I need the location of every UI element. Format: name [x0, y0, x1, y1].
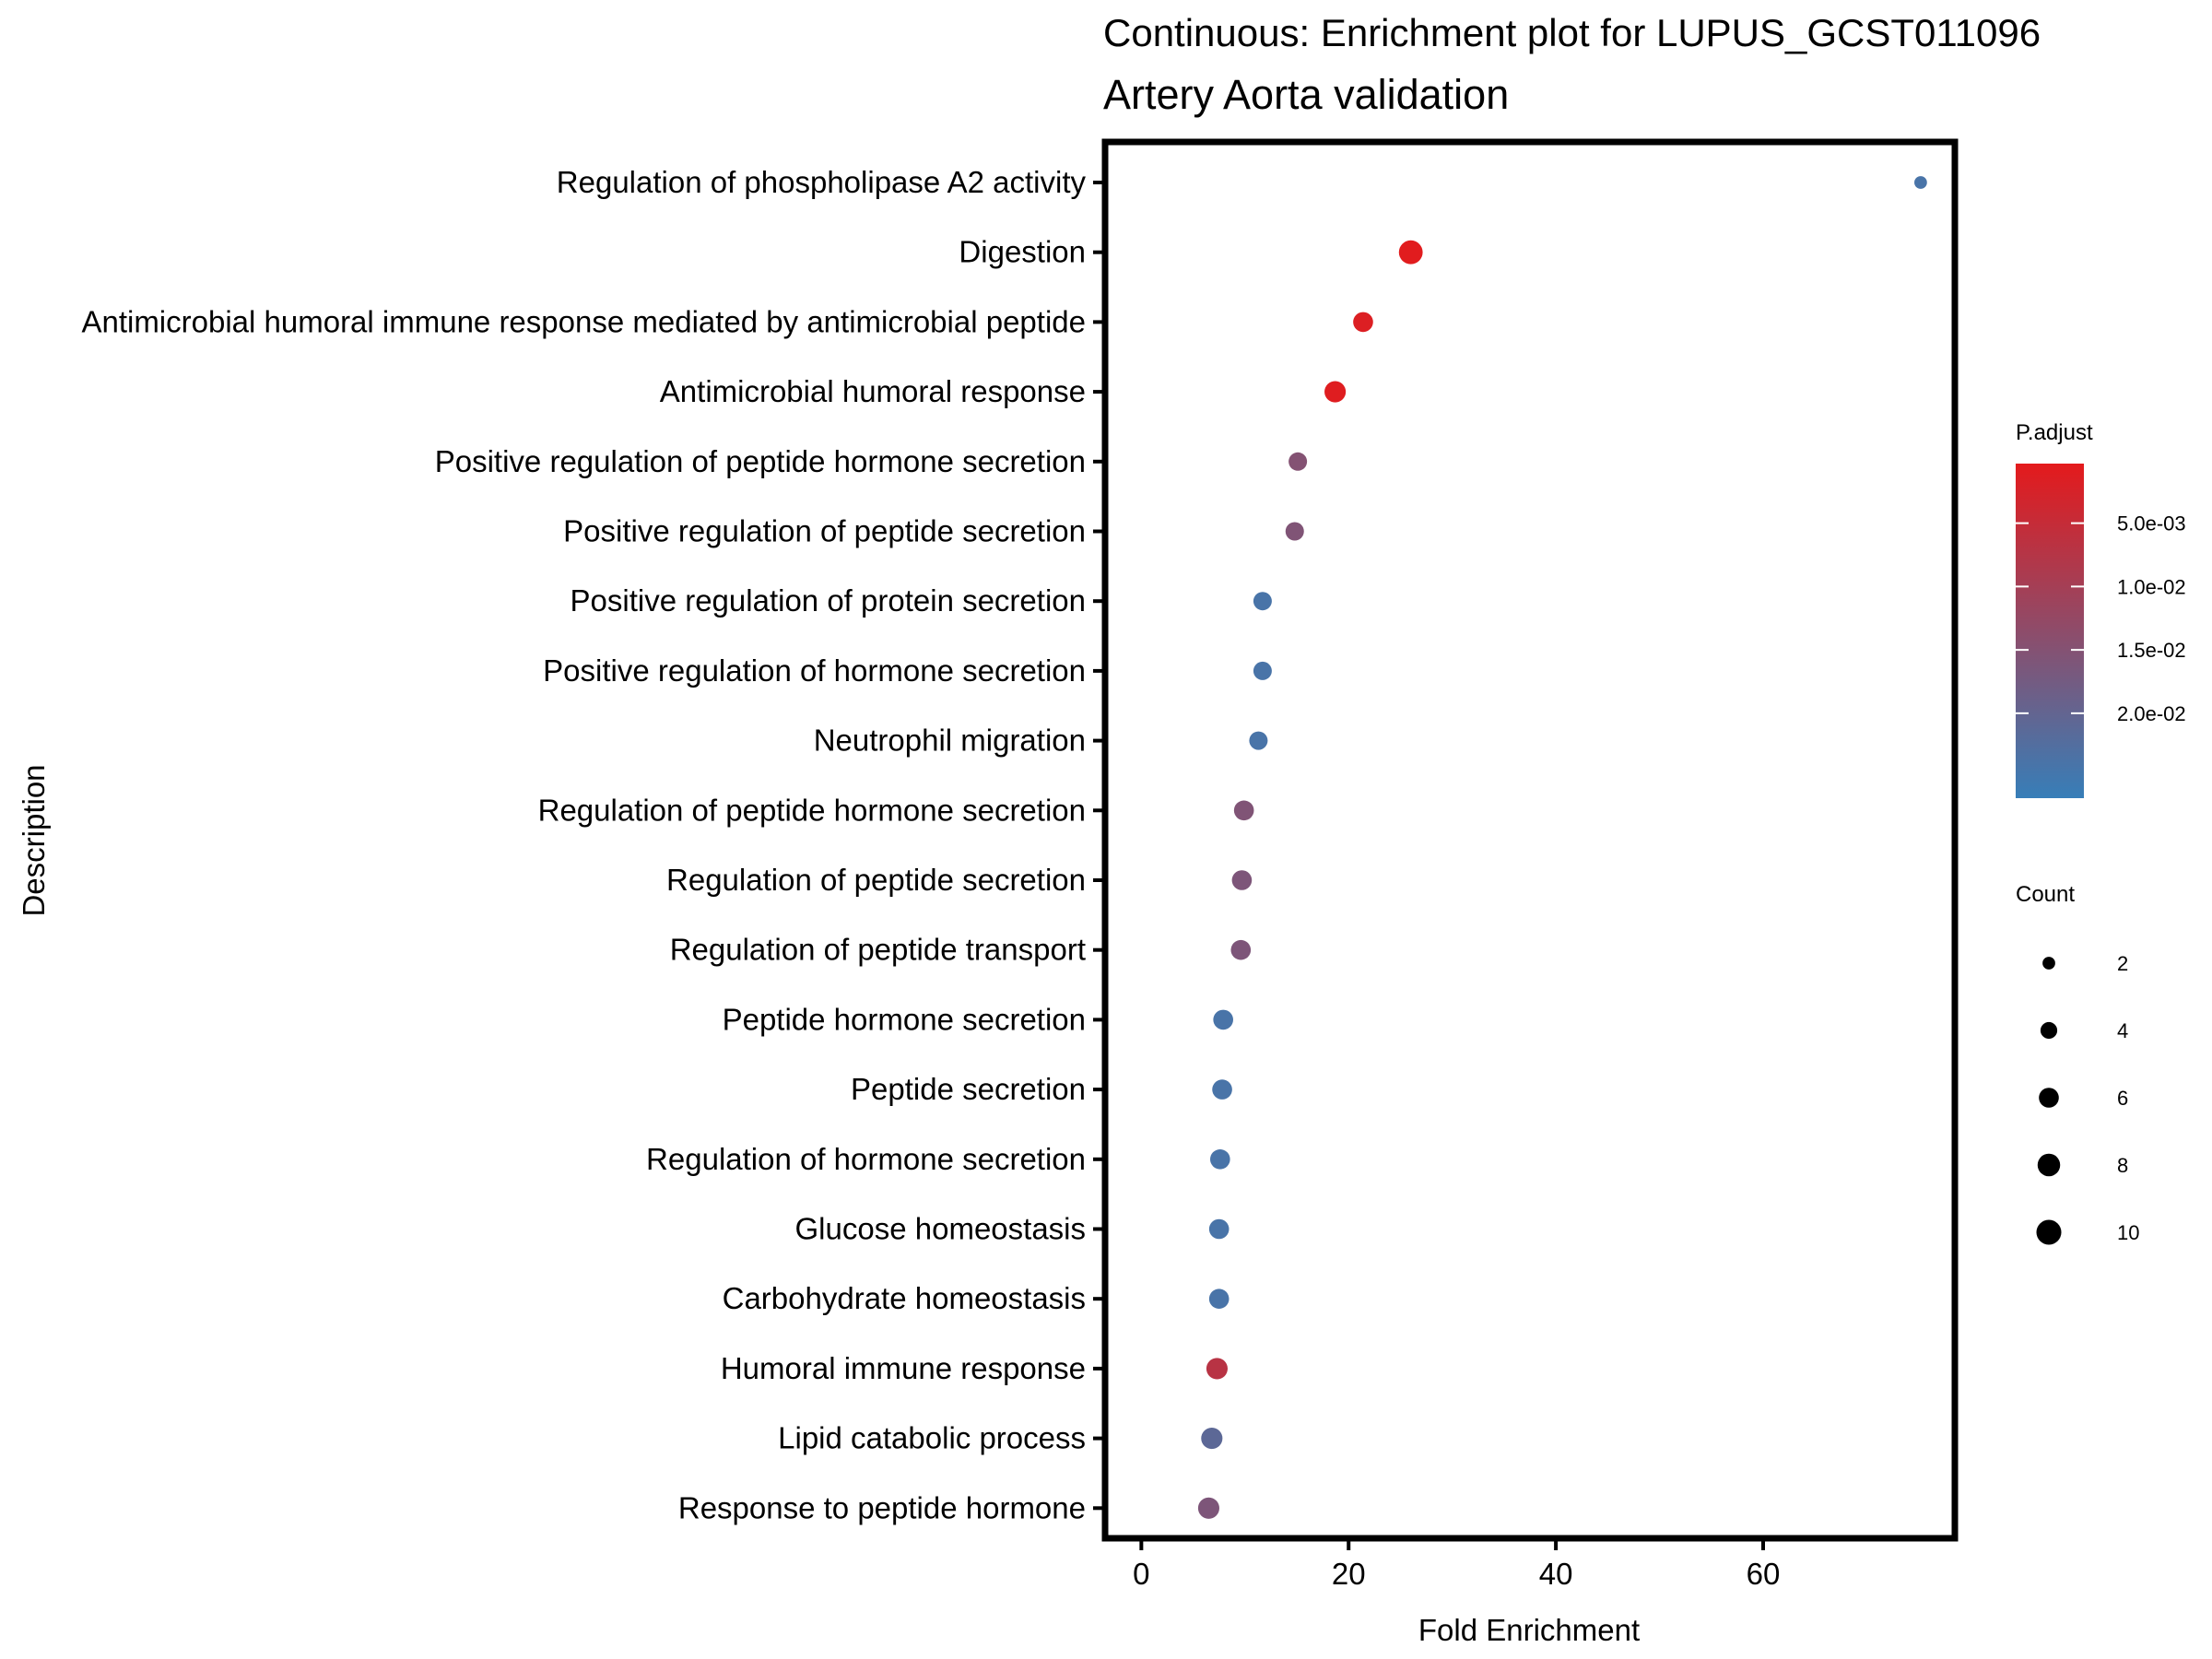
x-tick-label: 20 [1332, 1557, 1366, 1591]
data-points [1197, 176, 1927, 1519]
y-axis-title: Description [17, 764, 51, 916]
colorbar-tick-label: 5.0e-03 [2117, 512, 2186, 535]
chart-title: Continuous: Enrichment plot for LUPUS_GC… [1103, 11, 2041, 54]
data-point [1285, 522, 1304, 541]
y-tick-label: Positive regulation of peptide hormone s… [435, 444, 1086, 478]
y-tick-label: Positive regulation of protein secretion [571, 583, 1087, 618]
x-axis: 0 20 40 60 [1133, 1538, 1780, 1591]
plot-panel-border [1101, 138, 1959, 1542]
data-point [1213, 1009, 1233, 1030]
count-legend-label: 10 [2117, 1221, 2139, 1244]
count-legend-label: 6 [2117, 1087, 2128, 1110]
y-tick-label: Antimicrobial humoral response [660, 374, 1086, 408]
data-point [1324, 381, 1347, 403]
count-legend-key [2039, 1088, 2059, 1108]
x-tick-label: 40 [1539, 1557, 1573, 1591]
data-point [1208, 1288, 1230, 1310]
count-legend-key [2037, 1153, 2061, 1177]
x-tick-label: 0 [1133, 1557, 1149, 1591]
y-tick-label: Positive regulation of hormone secretion [543, 653, 1086, 688]
data-point [1212, 1079, 1232, 1100]
data-point [1209, 1148, 1230, 1170]
count-legend-title: Count [2016, 882, 2075, 907]
data-point [1201, 1428, 1223, 1450]
y-axis-labels: Regulation of phospholipase A2 activity D… [81, 165, 1086, 1524]
count-legend-keys: 2 4 6 8 10 [2036, 952, 2139, 1245]
p-adjust-colorbar [2016, 464, 2084, 798]
colorbar-tick-label: 2.0e-02 [2117, 702, 2186, 725]
y-tick-label: Positive regulation of peptide secretion [563, 514, 1086, 548]
count-legend-label: 2 [2117, 952, 2128, 975]
y-tick-label: Humoral immune response [721, 1351, 1086, 1385]
data-point [1206, 1358, 1228, 1380]
y-tick-label: Regulation of peptide transport [670, 933, 1086, 967]
data-point [1253, 592, 1272, 611]
y-tick-label: Antimicrobial humoral immune response me… [81, 304, 1086, 338]
colorbar-tick-label: 1.5e-02 [2117, 639, 2186, 662]
y-tick-label: Peptide hormone secretion [723, 1002, 1086, 1036]
y-tick-label: Peptide secretion [851, 1072, 1086, 1106]
y-tick-label: Glucose homeostasis [795, 1212, 1086, 1246]
y-tick-label: Regulation of hormone secretion [646, 1142, 1086, 1176]
data-point [1398, 240, 1423, 265]
data-point [1249, 731, 1268, 750]
y-tick-label: Regulation of peptide secretion [666, 863, 1086, 897]
p-adjust-legend: P.adjust 5.0e-03 1.0e-02 1.5e-02 2.0e-02 [2016, 420, 2186, 798]
data-point [1914, 176, 1927, 189]
data-point [1231, 870, 1253, 890]
y-tick-label: Response to peptide hormone [678, 1490, 1086, 1524]
count-legend-label: 4 [2117, 1019, 2128, 1042]
y-tick-label: Carbohydrate homeostasis [723, 1281, 1086, 1315]
data-point [1288, 452, 1308, 471]
data-point [1230, 939, 1252, 960]
data-point [1353, 312, 1373, 333]
y-tick-label: Regulation of peptide hormone secretion [538, 793, 1086, 827]
p-adjust-legend-ticks: 5.0e-03 1.0e-02 1.5e-02 2.0e-02 [2016, 512, 2186, 725]
x-axis-title: Fold Enrichment [1418, 1613, 1640, 1647]
count-legend-key [2040, 1021, 2058, 1040]
y-tick-label: Lipid catabolic process [778, 1421, 1086, 1455]
chart-subtitle: Artery Aorta validation [1103, 71, 1509, 118]
count-legend-key [2042, 957, 2055, 970]
count-legend: Count 2 4 6 8 10 [2016, 882, 2139, 1245]
data-point [1208, 1218, 1230, 1240]
colorbar-tick-label: 1.0e-02 [2117, 575, 2186, 598]
y-tick-label: Regulation of phospholipase A2 activity [557, 165, 1087, 199]
x-tick-label: 60 [1747, 1557, 1781, 1591]
y-tick-label: Digestion [959, 235, 1086, 269]
p-adjust-legend-title: P.adjust [2016, 420, 2093, 445]
y-tick-label: Neutrophil migration [814, 724, 1086, 758]
data-point [1253, 661, 1272, 680]
data-point [1197, 1497, 1219, 1519]
count-legend-key [2036, 1219, 2062, 1245]
data-point [1233, 800, 1254, 821]
count-legend-label: 8 [2117, 1154, 2128, 1177]
